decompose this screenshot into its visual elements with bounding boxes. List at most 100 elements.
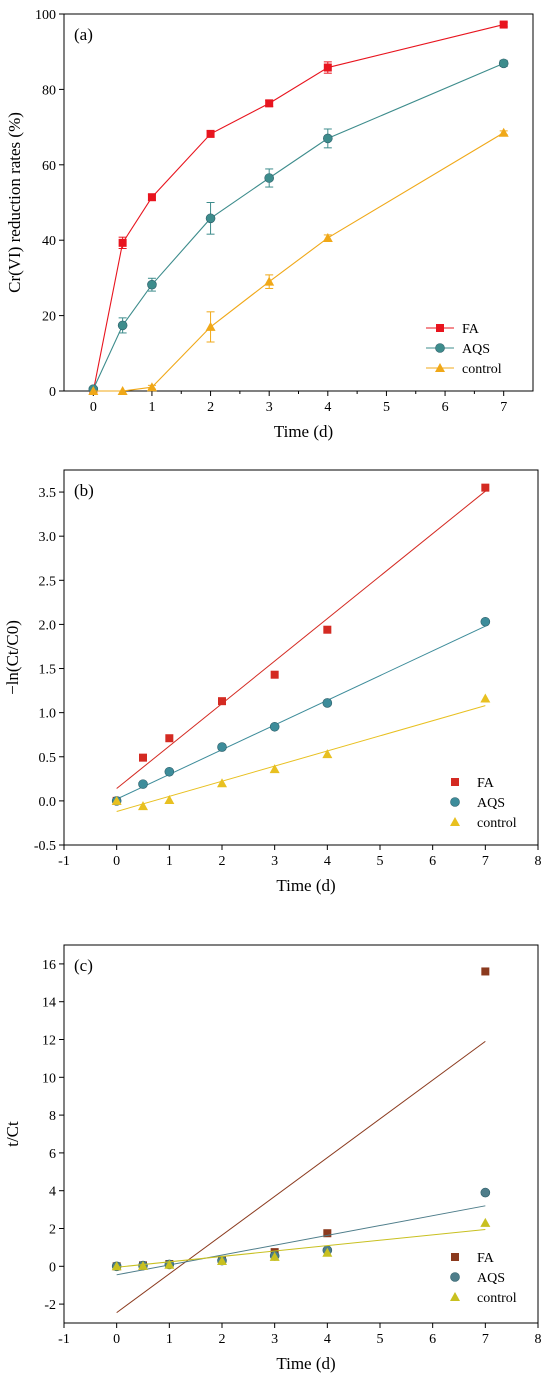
data-point — [217, 1256, 227, 1266]
y-tick-label: 20 — [42, 310, 56, 325]
x-tick-label: -1 — [58, 854, 70, 869]
y-tick-label: -2 — [44, 1298, 56, 1313]
series-FA — [112, 483, 490, 805]
data-point — [265, 99, 274, 108]
y-tick-label: 14 — [42, 996, 56, 1011]
legend-marker — [450, 1272, 460, 1282]
data-point — [146, 382, 157, 392]
x-tick-label: 5 — [377, 1332, 384, 1347]
fit-line — [116, 705, 486, 812]
data-point — [111, 1261, 122, 1271]
data-point — [217, 742, 227, 752]
data-point — [322, 749, 333, 759]
x-tick-label: 3 — [271, 1332, 278, 1347]
data-point — [322, 698, 333, 708]
fit-line — [116, 1228, 486, 1268]
legend-label: AQS — [462, 342, 490, 357]
series-line — [92, 24, 504, 392]
x-tick-label: 4 — [324, 854, 331, 869]
data-point — [164, 1259, 175, 1269]
x-tick-label: 2 — [219, 854, 226, 869]
series-AQS — [88, 58, 509, 394]
legend-marker — [450, 797, 460, 807]
data-point — [480, 1187, 491, 1198]
x-tick-label: 1 — [166, 854, 173, 869]
y-tick-label: 40 — [42, 234, 56, 249]
data-point — [217, 778, 227, 788]
data-point — [480, 1217, 491, 1227]
y-tick-label: 100 — [35, 8, 56, 23]
y-tick-label: 4 — [49, 1185, 56, 1200]
data-point — [499, 20, 508, 29]
data-point — [139, 753, 147, 762]
data-point — [481, 483, 490, 492]
y-tick-label: 12 — [42, 1034, 56, 1049]
data-point — [111, 795, 122, 805]
legend-entry-FA: FA — [426, 322, 480, 337]
x-tick-label: 2 — [207, 400, 214, 415]
series-AQS — [111, 616, 491, 806]
x-tick-label: 4 — [324, 1332, 331, 1347]
x-tick-label: 0 — [113, 1332, 120, 1347]
x-tick-label: 0 — [90, 400, 97, 415]
data-point — [147, 193, 156, 202]
x-tick-label: 8 — [535, 1332, 542, 1347]
fit-line — [116, 490, 486, 789]
plot-frame — [63, 469, 539, 846]
y-tick-label: 80 — [42, 83, 56, 98]
data-point — [480, 616, 491, 627]
data-point — [264, 276, 275, 286]
legend-label: control — [477, 1291, 517, 1306]
data-point — [138, 801, 148, 811]
x-tick-label: 0 — [113, 854, 120, 869]
legend-label: control — [462, 362, 502, 377]
data-point — [322, 232, 333, 242]
x-axis-title: Time (d) — [276, 1354, 335, 1373]
fit-line — [116, 1205, 486, 1276]
panel-label: (a) — [74, 25, 93, 44]
data-point — [264, 173, 274, 183]
legend-entry-control: control — [426, 362, 502, 377]
plot-frame — [63, 944, 539, 1324]
data-point — [88, 386, 99, 395]
data-point — [323, 133, 333, 144]
legend-label: AQS — [477, 796, 505, 811]
x-tick-label: 4 — [324, 400, 331, 415]
legend-marker — [435, 363, 445, 372]
x-tick-label: 7 — [500, 400, 507, 415]
legend-label: AQS — [477, 1271, 505, 1286]
y-tick-label: 0 — [49, 1260, 56, 1275]
fit-line — [116, 1040, 486, 1314]
panel-label: (c) — [74, 956, 93, 975]
data-point — [117, 386, 128, 395]
y-tick-label: -0.5 — [34, 839, 56, 854]
data-point — [269, 721, 280, 732]
legend-label: FA — [477, 776, 495, 791]
data-point — [205, 321, 216, 331]
y-tick-label: 2.0 — [39, 618, 57, 633]
x-tick-label: 7 — [482, 854, 489, 869]
series-control — [111, 693, 491, 812]
panel-label: (b) — [74, 481, 94, 500]
y-tick-label: 0.0 — [39, 795, 57, 810]
x-tick-label: 5 — [377, 854, 384, 869]
x-tick-label: 5 — [383, 400, 390, 415]
legend-marker — [435, 343, 445, 353]
x-tick-label: -1 — [58, 1332, 70, 1347]
y-tick-label: 3.0 — [39, 530, 57, 545]
data-point — [138, 779, 148, 789]
x-axis-title: Time (d) — [274, 422, 333, 441]
y-axis-title: t/Ct — [3, 1121, 22, 1147]
data-point — [118, 238, 127, 247]
data-point — [481, 967, 490, 976]
fit-line — [116, 625, 486, 800]
y-tick-label: 0 — [49, 385, 56, 400]
legend-label: FA — [477, 1251, 495, 1266]
legend-marker — [451, 1253, 459, 1261]
data-point — [269, 764, 280, 774]
data-point — [498, 127, 509, 137]
x-tick-label: 6 — [442, 400, 449, 415]
legend-label: FA — [462, 322, 480, 337]
x-tick-label: 2 — [219, 1332, 226, 1347]
